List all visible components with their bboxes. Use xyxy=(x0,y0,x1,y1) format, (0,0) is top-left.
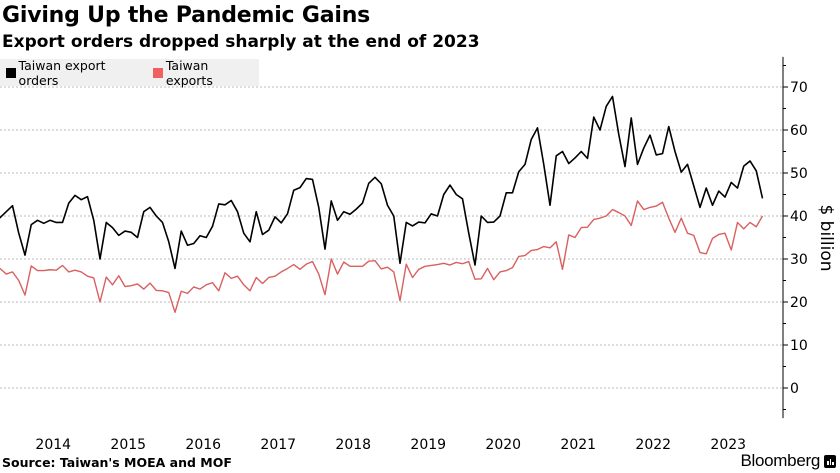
y-tick-label: 20 xyxy=(790,295,808,311)
x-tick-label: 2015 xyxy=(110,437,146,453)
x-tick-label: 2021 xyxy=(560,437,596,453)
legend-swatch-exports xyxy=(153,67,163,78)
legend-item-exports: Taiwan exports xyxy=(153,58,255,88)
x-tick-label: 2023 xyxy=(710,437,746,453)
series-lines xyxy=(0,95,764,314)
x-tick-label: 2018 xyxy=(335,437,371,453)
legend-item-export-orders: Taiwan export orders xyxy=(6,58,143,88)
source-note: Source: Taiwan's MOEA and MOF xyxy=(2,455,232,470)
x-tick-label: 2022 xyxy=(635,437,671,453)
y-tick-label: 70 xyxy=(790,80,808,96)
legend-swatch-export-orders xyxy=(6,67,16,78)
bloomberg-logo-icon xyxy=(824,455,836,468)
series-line-export-orders xyxy=(0,95,764,270)
legend-label-export-orders: Taiwan export orders xyxy=(18,57,106,88)
x-tick-label: 2016 xyxy=(185,437,221,453)
brand-logo-text: Bloomberg xyxy=(740,451,820,470)
y-tick-label: 10 xyxy=(790,338,808,354)
y-tick-label: 40 xyxy=(790,209,808,225)
x-tick-label: 2014 xyxy=(35,437,71,453)
y-tick-label: 60 xyxy=(790,123,808,139)
x-tick-label: 2019 xyxy=(410,437,446,453)
gridlines xyxy=(0,86,783,389)
chart-title: Giving Up the Pandemic Gains xyxy=(2,3,371,28)
y-axis-label: $ billion xyxy=(816,204,836,271)
series-line-exports xyxy=(0,200,764,314)
legend-label-exports: Taiwan exports xyxy=(165,57,213,88)
y-tick-label: 50 xyxy=(790,166,808,182)
x-axis-labels: 2014 2015 2016 2017 2018 2019 2020 2021 2022 2023 xyxy=(35,437,746,453)
y-tick-label: 0 xyxy=(790,381,799,397)
x-tick-label: 2020 xyxy=(485,437,521,453)
x-tick-label: 2017 xyxy=(260,437,296,453)
legend: Taiwan export orders Taiwan exports xyxy=(0,58,259,88)
y-tick-label: 30 xyxy=(790,252,808,268)
y-axis: 0 10 20 30 40 50 60 70 xyxy=(782,56,808,419)
chart-subtitle: Export orders dropped sharply at the end… xyxy=(2,32,480,52)
